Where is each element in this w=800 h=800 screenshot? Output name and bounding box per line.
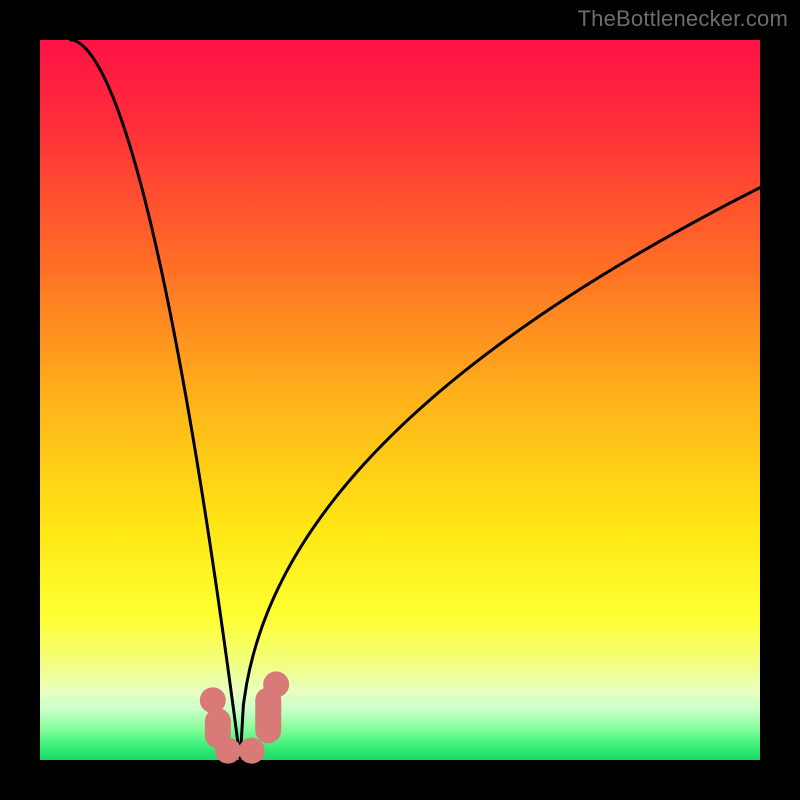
watermark-text: TheBottlenecker.com bbox=[578, 6, 788, 32]
cusp-marker bbox=[263, 671, 289, 697]
cusp-marker bbox=[239, 738, 265, 764]
chart-container: TheBottlenecker.com bbox=[0, 0, 800, 800]
cusp-marker bbox=[215, 738, 241, 764]
gradient-background bbox=[40, 40, 760, 760]
chart-svg bbox=[0, 0, 800, 800]
